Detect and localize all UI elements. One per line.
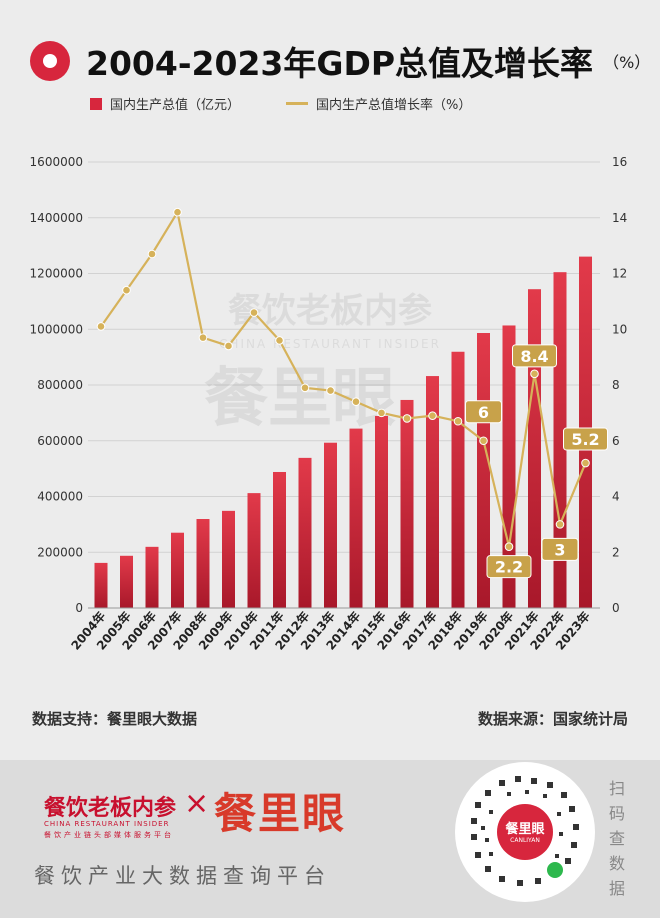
growth-point [326,386,335,395]
growth-point [428,411,437,420]
left-tick-label: 1200000 [30,267,83,281]
growth-line [100,209,587,547]
growth-point [555,520,565,529]
growth-point [402,414,412,423]
brand-separator: × [184,786,210,821]
growth-point [530,369,539,379]
scan-hint: 扫码查数据 [608,779,625,898]
qr-pattern-icon [471,776,579,886]
point-label: 3 [554,540,565,559]
watermark-brand: 餐里眼 [204,362,396,436]
growth-point [275,336,284,345]
left-tick-label: 400000 [37,490,83,504]
growth-point [198,333,208,342]
title-row: 2004-2023年GDP总值及增长率 （%） [30,36,650,86]
chart-title: 2004-2023年GDP总值及增长率 [86,44,594,83]
bar [426,376,439,608]
point-label: 6 [478,403,489,422]
point-label-box [563,427,608,451]
record-icon [30,41,70,81]
left-tick-label: 1400000 [30,211,83,225]
legend-bar-swatch [90,97,102,110]
brand-insider-sub2: 餐饮产业链头部媒体服务平台 [44,831,174,839]
title-unit: （%） [603,53,651,72]
right-tick-label: 12 [612,267,627,281]
point-label: 5.2 [571,430,599,449]
growth-point [479,436,488,446]
growth-point [173,207,182,217]
slogan: 餐饮产业大数据查询平台 [34,864,331,888]
brand-insider-sub: CHINA RESTAURANT INSIDER [44,820,170,828]
bar [273,471,286,608]
legend-bar-label: 国内生产总值（亿元） [110,98,241,113]
point-label: 2.2 [495,558,523,577]
point-label-box [465,400,502,424]
bar [528,289,541,608]
bar [120,555,133,608]
left-tick-label: 0 [75,601,83,615]
right-tick-label: 4 [612,490,620,504]
qr-logo-sub: CANLIYAN [510,837,540,844]
legend: 国内生产总值（亿元） 国内生产总值增长率（%） [90,94,471,113]
right-tick-label: 8 [612,378,620,392]
bar [171,532,184,608]
legend-line-swatch [286,102,309,105]
growth-point [96,322,106,331]
bar [298,457,312,608]
qr-logo-text: 餐里眼 [505,822,545,837]
bar [375,415,388,608]
point-label-box [512,344,557,368]
bar [247,493,261,608]
data-source-note: 数据来源：国家统计局 [477,710,628,728]
right-tick-label: 6 [612,434,620,448]
growth-point [504,542,514,551]
growth-point [581,458,590,468]
watermark-text: 餐饮老板内参 [228,291,432,331]
legend-line-label: 国内生产总值增长率（%） [316,98,472,113]
growth-point [249,308,259,317]
left-tick-label: 800000 [37,378,83,392]
bar [94,562,108,608]
left-tick-label: 1000000 [30,322,83,336]
point-label: 8.4 [520,347,548,366]
point-label-box [541,537,579,561]
bar [145,546,159,608]
watermark-subtext: CHINA RESTAURANT INSIDER [219,337,441,351]
bar [400,399,414,608]
bar [324,442,337,608]
growth-point [351,397,361,407]
growth-point [122,285,131,295]
growth-point [147,249,157,259]
qr-logo: 餐里眼 CANLIYAN [497,804,553,860]
right-tick-label: 16 [612,155,627,169]
growth-point [224,341,233,351]
bar [349,428,363,608]
brand-logo-canliyan: 餐里眼 [214,789,347,838]
footer: 餐饮老板内参 CHINA RESTAURANT INSIDER 餐饮产业链头部媒… [0,760,660,918]
left-tick-label: 600000 [37,434,83,448]
right-tick-label: 2 [612,545,620,559]
data-support-note: 数据支持：餐里眼大数据 [32,710,198,728]
bar [196,519,210,608]
brand-logo-insider: 餐饮老板内参 [44,795,177,821]
right-tick-label: 10 [612,322,627,336]
qr-code[interactable]: 餐里眼 CANLIYAN [455,762,595,902]
left-tick-label: 200000 [37,545,83,559]
bar [222,510,235,608]
gdp-chart: 0 200000 400000 600000 800000 1000000 1200000 1… [30,155,628,653]
point-label-box [486,555,532,579]
right-tick-label: 14 [612,211,627,225]
bar [451,351,465,608]
growth-point [377,408,386,418]
right-tick-label: 0 [612,601,620,615]
left-tick-label: 1600000 [30,155,83,169]
growth-point [300,383,310,393]
growth-point [453,416,463,426]
